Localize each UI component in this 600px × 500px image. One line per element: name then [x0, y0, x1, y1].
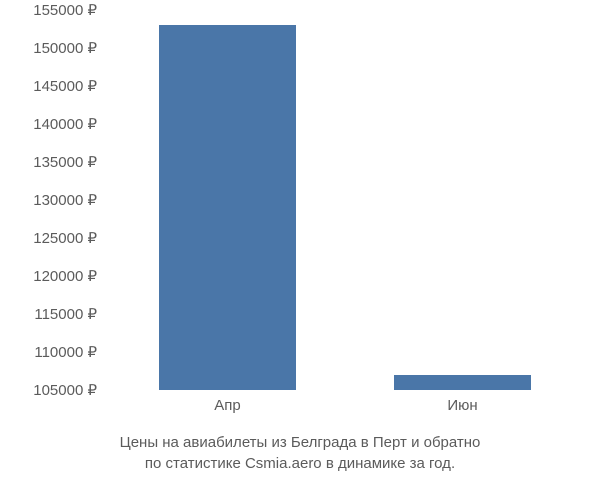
bar	[159, 25, 295, 390]
y-tick-label: 105000 ₽	[33, 381, 97, 399]
plot-area	[110, 10, 580, 390]
y-tick-label: 135000 ₽	[33, 153, 97, 171]
x-tick-label: Апр	[214, 397, 240, 414]
price-chart: 105000 ₽ 110000 ₽ 115000 ₽ 120000 ₽ 125000 ₽…	[0, 0, 600, 500]
y-tick-label: 125000 ₽	[33, 229, 97, 247]
x-tick-label: Июн	[447, 397, 477, 414]
y-tick-label: 130000 ₽	[33, 191, 97, 209]
y-axis: 105000 ₽110000 ₽115000 ₽120000 ₽125000 ₽…	[0, 10, 105, 390]
y-tick-label: 155000 ₽	[33, 1, 97, 19]
y-tick-label: 110000 ₽	[34, 343, 97, 361]
x-axis: Апр Июн	[110, 395, 580, 420]
y-tick-label: 120000 ₽	[33, 267, 97, 285]
chart-caption: Цены на авиабилеты из Белграда в Перт и …	[0, 432, 600, 474]
bar	[394, 375, 530, 390]
y-tick-label: 150000 ₽	[33, 39, 97, 57]
caption-line-2: по статистике Csmia.aero в динамике за г…	[145, 455, 455, 472]
caption-line-1: Цены на авиабилеты из Белграда в Перт и …	[120, 434, 481, 451]
y-tick-label: 115000 ₽	[34, 305, 97, 323]
y-tick-label: 145000 ₽	[33, 77, 97, 95]
y-tick-label: 140000 ₽	[33, 115, 97, 133]
